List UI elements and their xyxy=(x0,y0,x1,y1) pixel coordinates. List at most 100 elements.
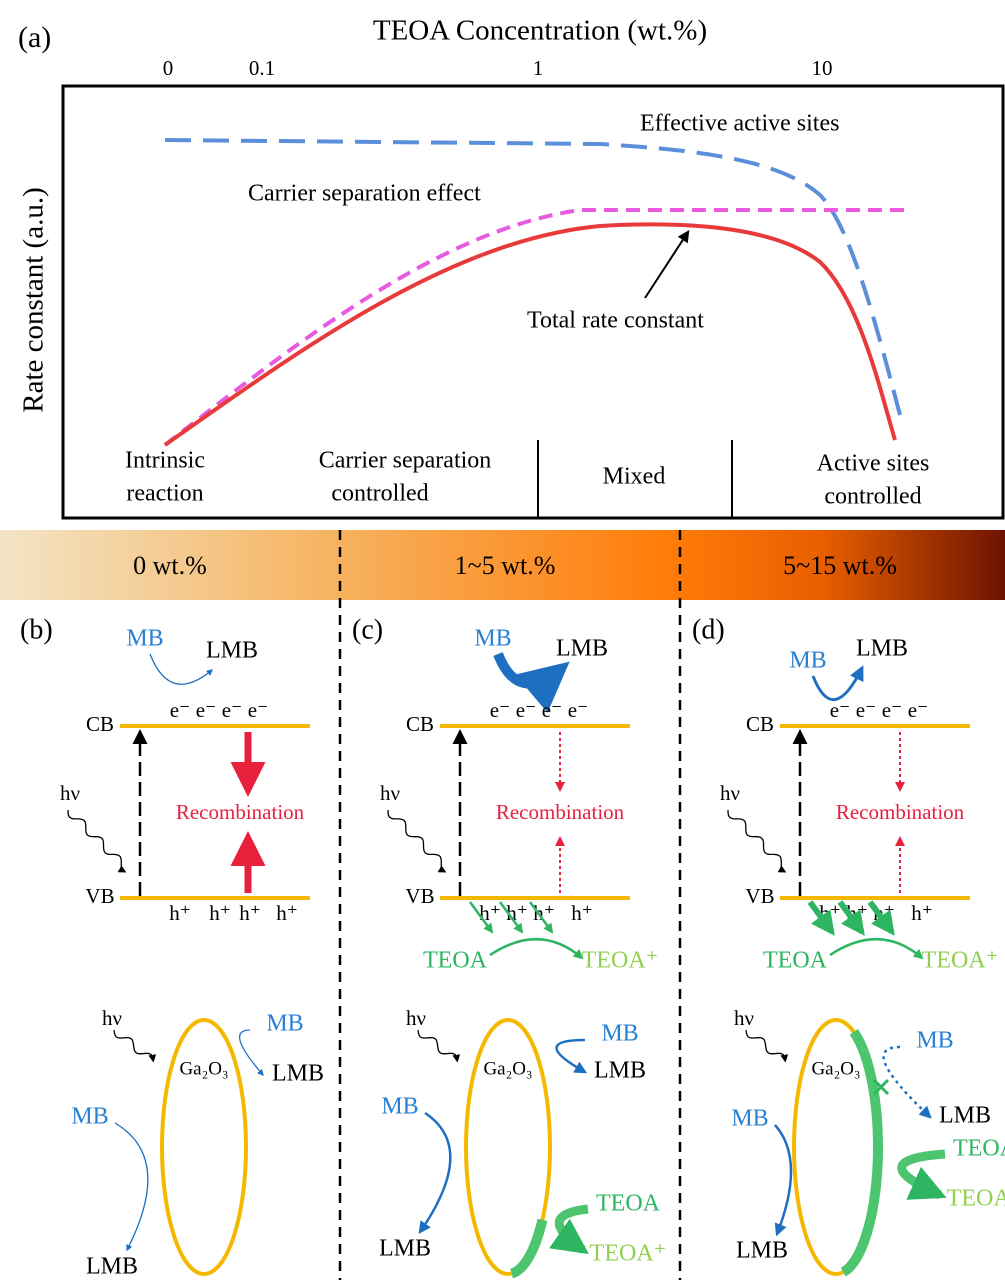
x-tick-label: 10 xyxy=(812,56,833,80)
lmb-label: LMB xyxy=(86,1254,138,1280)
panel-label: (b) xyxy=(20,614,53,645)
vb-label: VB xyxy=(745,884,774,908)
x-axis-title: TEOA Concentration (wt.%) xyxy=(373,15,707,47)
vb-label: VB xyxy=(85,884,114,908)
teoa-label: TEOA xyxy=(763,948,828,974)
mb-label: MB xyxy=(916,1028,953,1054)
region-label: reaction xyxy=(126,481,203,507)
hv-label: hν xyxy=(406,1006,426,1030)
electron-label: e⁻ xyxy=(516,698,536,722)
electron-label: e⁻ xyxy=(856,698,876,722)
mb-arrow xyxy=(418,1111,452,1235)
curve-label: Carrier separation effect xyxy=(248,181,481,207)
blocked-mark xyxy=(872,1078,890,1096)
region-label: Carrier separation xyxy=(319,448,492,474)
photon-wave xyxy=(727,809,787,873)
region-label: controlled xyxy=(331,481,428,507)
panel-label: (a) xyxy=(18,21,51,54)
electron-label: e⁻ xyxy=(490,698,510,722)
lmb-label: LMB xyxy=(556,636,608,662)
lmb-label: LMB xyxy=(736,1238,788,1264)
x-tick-label: 0.1 xyxy=(249,56,275,80)
electron-label: e⁻ xyxy=(830,698,850,722)
carrier-separation-curve xyxy=(163,208,905,447)
plot-frame xyxy=(61,84,1005,520)
mb-arrow xyxy=(555,1038,588,1074)
mb-label: MB xyxy=(601,1021,638,1047)
hole-transfer-arrow xyxy=(807,900,835,936)
electron-label: e⁻ xyxy=(542,698,562,722)
hole-label: h⁺ xyxy=(533,901,555,925)
mb-arrow xyxy=(811,665,864,701)
mb-arrow xyxy=(114,1122,149,1252)
hole-transfer-arrow xyxy=(468,901,494,934)
hv-label: hν xyxy=(720,781,740,805)
lmb-label: LMB xyxy=(856,636,908,662)
teoa-plus-label: TEOA⁺ xyxy=(582,948,659,974)
mb-label: MB xyxy=(381,1094,418,1120)
particle xyxy=(464,1018,552,1276)
curve-label: Total rate constant xyxy=(527,308,704,334)
particle xyxy=(160,1018,248,1276)
panel-label: (d) xyxy=(692,614,725,645)
teoa-plus-label: TEOA⁺ xyxy=(590,1241,667,1267)
lmb-label: LMB xyxy=(594,1058,646,1084)
cb-label: CB xyxy=(746,712,774,736)
y-axis-title: Rate constant (a.u.) xyxy=(18,187,50,412)
concentration-label: 5~15 wt.% xyxy=(783,551,897,580)
mb-label: MB xyxy=(474,626,511,652)
mb-arrow xyxy=(882,1045,932,1119)
mb-arrow xyxy=(149,653,213,685)
concentration-bar xyxy=(0,530,1005,600)
hole-label: h⁺ xyxy=(571,901,593,925)
concentration-label: 1~5 wt.% xyxy=(455,551,556,580)
cb-label: CB xyxy=(406,712,434,736)
catalyst-label: Ga₂O₃ xyxy=(179,1058,228,1079)
teoa-conversion-arrow xyxy=(549,1204,589,1255)
hole-transfer-arrow xyxy=(867,900,895,936)
active-sites-curve xyxy=(164,138,902,416)
teoa-plus-label: TEOA⁺ xyxy=(922,948,999,974)
hv-label: hν xyxy=(102,1006,122,1030)
hole-label: h⁺ xyxy=(209,901,231,925)
region-label: controlled xyxy=(824,484,921,510)
hole-label: h⁺ xyxy=(169,901,191,925)
total-rate-curve xyxy=(163,222,897,447)
mb-arrow xyxy=(493,652,570,713)
green-surface xyxy=(840,1029,883,1277)
green-surface xyxy=(509,1218,548,1279)
hv-label: hν xyxy=(60,781,80,805)
curve-label: Effective active sites xyxy=(640,111,839,137)
electron-label: e⁻ xyxy=(196,698,216,722)
lmb-label: LMB xyxy=(272,1061,324,1087)
electron-label: e⁻ xyxy=(248,698,268,722)
mb-arrow xyxy=(239,1029,264,1076)
mb-label: MB xyxy=(71,1104,108,1130)
region-label: Active sites xyxy=(817,451,930,477)
lmb-label: LMB xyxy=(206,638,258,664)
hole-label: h⁺ xyxy=(479,901,501,925)
mb-label: MB xyxy=(126,626,163,652)
photon-wave xyxy=(417,1029,461,1063)
electron-label: e⁻ xyxy=(170,698,190,722)
catalyst-label: Ga₂O₃ xyxy=(811,1058,860,1079)
cb-label: CB xyxy=(86,712,114,736)
region-label: Intrinsic xyxy=(125,448,205,474)
photon-wave xyxy=(113,1029,157,1063)
concentration-label: 0 wt.% xyxy=(133,551,207,580)
hv-label: hν xyxy=(380,781,400,805)
recombination-label: Recombination xyxy=(836,800,965,824)
annotation-arrow xyxy=(644,229,690,299)
electron-label: e⁻ xyxy=(222,698,242,722)
teoa-arrow xyxy=(829,938,924,960)
mb-arrow xyxy=(774,1124,793,1237)
teoa-label: TEOA xyxy=(596,1191,661,1217)
lmb-label: LMB xyxy=(939,1103,991,1129)
hv-label: hν xyxy=(734,1006,754,1030)
lmb-label: LMB xyxy=(379,1236,431,1262)
mb-label: MB xyxy=(789,648,826,674)
electron-label: e⁻ xyxy=(568,698,588,722)
hole-label: h⁺ xyxy=(911,901,933,925)
x-tick-label: 1 xyxy=(533,56,544,80)
photon-wave xyxy=(745,1029,789,1063)
